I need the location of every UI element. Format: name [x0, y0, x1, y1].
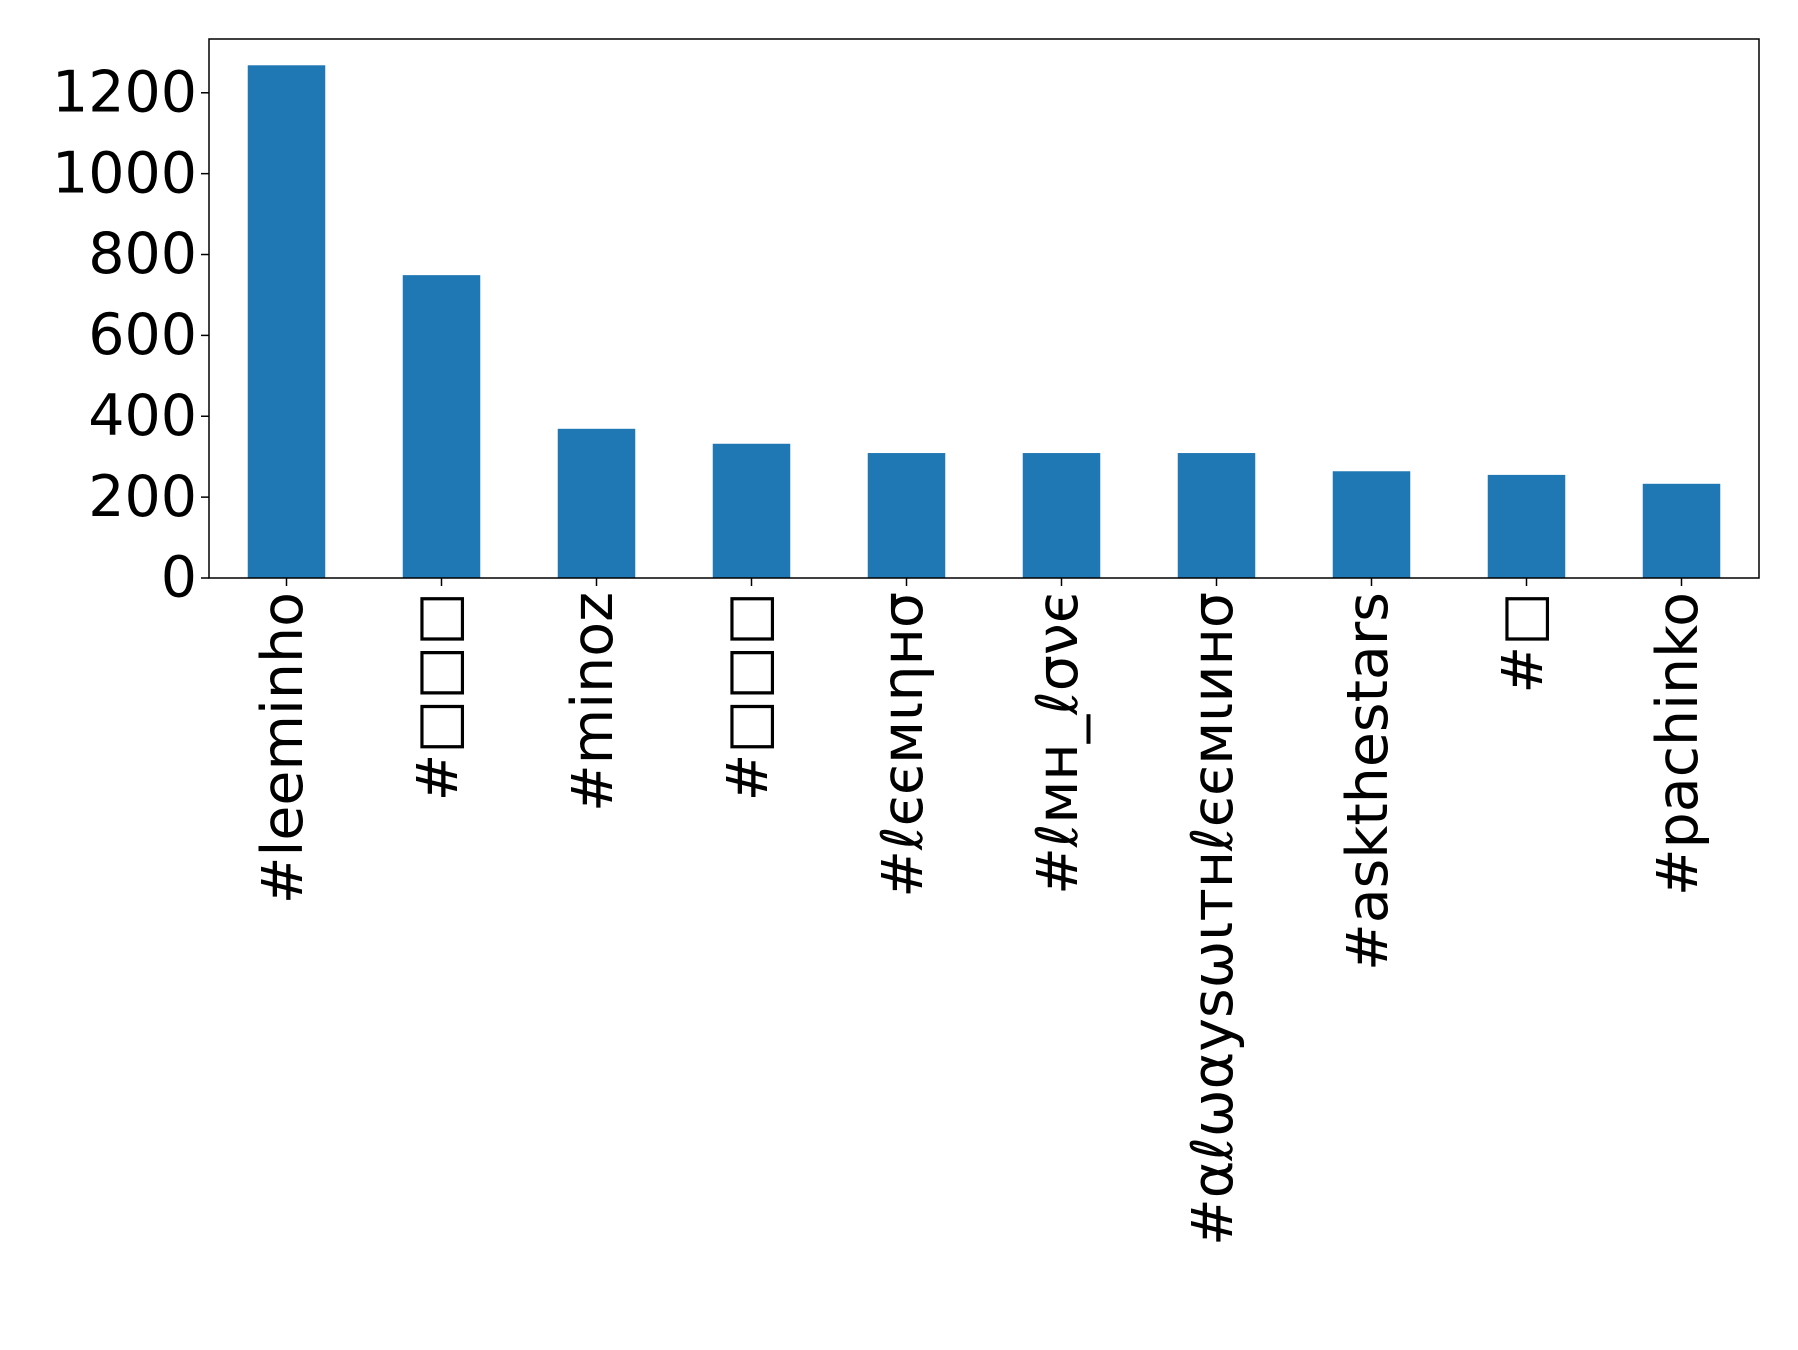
- y-tick-label: 1000: [52, 140, 197, 206]
- x-tick-label: #ℓмн_ℓσνє: [1025, 592, 1091, 895]
- bar: [867, 453, 946, 578]
- y-tick-label: 0: [161, 545, 197, 611]
- bar: [557, 428, 636, 578]
- y-tick-label: 600: [88, 302, 197, 368]
- bar: [402, 275, 481, 578]
- bar: [1642, 483, 1721, 578]
- x-tick-label: #pachinko: [1645, 592, 1711, 896]
- y-tick-label: 800: [88, 221, 197, 287]
- bar: [247, 65, 326, 578]
- bar: [1487, 474, 1566, 578]
- x-tick-label: #□□□: [405, 592, 471, 801]
- x-tick-label: #□: [1490, 592, 1556, 694]
- x-tick-label: #minoz: [560, 592, 626, 812]
- bar: [1022, 453, 1101, 578]
- x-tick-label: #leeminho: [250, 592, 316, 904]
- bar: [1177, 453, 1256, 578]
- x-tick-label: #askthestars: [1335, 592, 1401, 971]
- bar: [712, 443, 791, 578]
- y-tick-label: 1200: [52, 59, 197, 125]
- x-tick-label: #αℓωαуѕωιтнℓєємιинσ: [1180, 592, 1246, 1246]
- y-tick-label: 400: [88, 383, 197, 449]
- bar: [1332, 471, 1411, 578]
- x-tick-label: #ℓєємιηнσ: [870, 592, 936, 898]
- plot-frame: [208, 38, 1760, 579]
- y-tick-label: 200: [88, 464, 197, 530]
- x-tick-label: #□□□: [715, 592, 781, 801]
